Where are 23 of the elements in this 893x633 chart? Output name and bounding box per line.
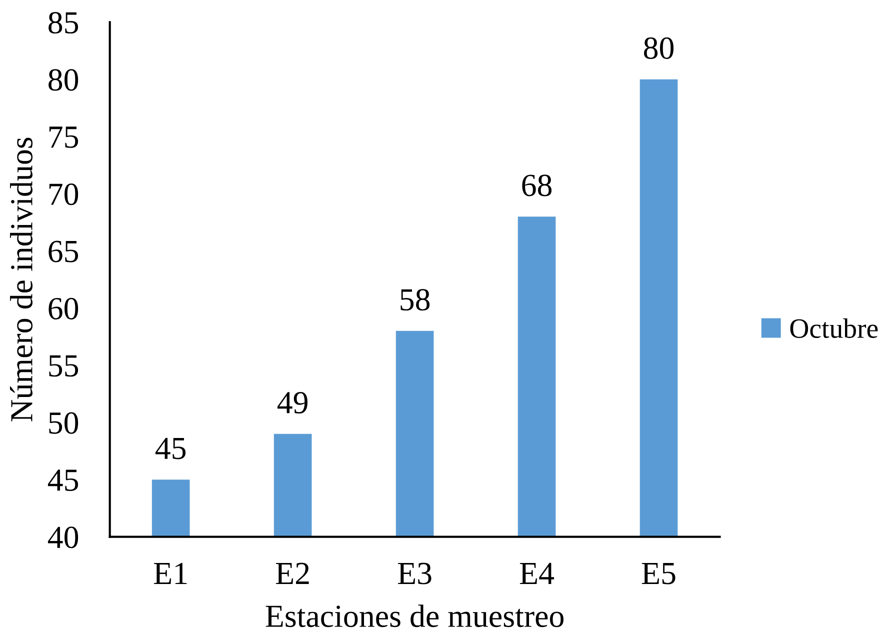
y-tick-label: 50: [49, 412, 78, 434]
data-label: 49: [277, 392, 308, 414]
legend-label: Octubre: [790, 318, 878, 338]
y-tick-label: 80: [48, 69, 78, 91]
x-tick-label: E4: [520, 562, 554, 584]
data-label: 68: [522, 174, 552, 196]
y-tick-label: 70: [49, 184, 78, 206]
y-tick-label: 65: [48, 240, 78, 262]
y-tick-label: 55: [49, 355, 78, 377]
y-tick-label: 45: [48, 470, 78, 491]
data-label: 80: [644, 37, 674, 59]
x-tick-label: E1: [154, 562, 187, 584]
data-label: 45: [155, 438, 186, 460]
x-tick-label: E2: [276, 562, 309, 584]
y-tick-label: 40: [48, 526, 78, 548]
y-tick-label: 60: [48, 298, 78, 320]
x-tick-label: E3: [398, 562, 432, 584]
x-axis-title: Estaciones de muestreo: [266, 604, 564, 628]
y-axis-title: Número de individuos: [10, 138, 33, 422]
x-tick-label: E5: [642, 563, 676, 584]
data-label: 58: [400, 288, 430, 311]
y-tick-label: 75: [49, 126, 78, 148]
y-tick-label: 85: [48, 12, 78, 34]
